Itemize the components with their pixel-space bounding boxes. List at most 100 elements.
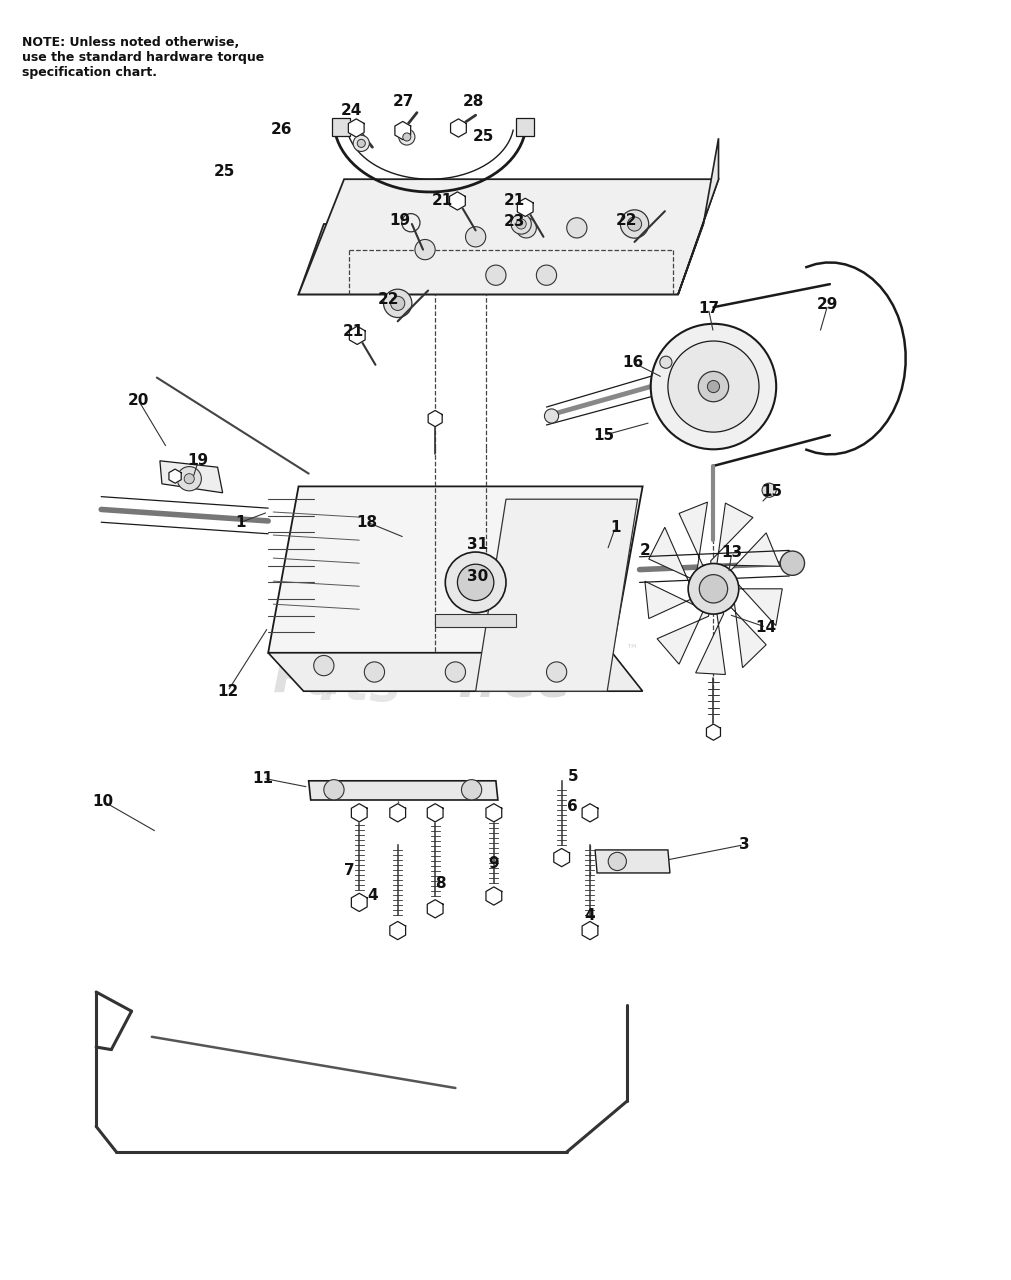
Polygon shape: [485, 804, 501, 822]
Polygon shape: [450, 119, 466, 137]
Polygon shape: [710, 503, 752, 589]
Text: 26: 26: [270, 122, 292, 137]
Circle shape: [516, 218, 536, 238]
Text: 10: 10: [93, 794, 113, 809]
Circle shape: [445, 552, 506, 613]
Polygon shape: [298, 224, 703, 294]
Circle shape: [184, 474, 194, 484]
Polygon shape: [427, 900, 443, 918]
Text: 30: 30: [467, 568, 487, 584]
Polygon shape: [332, 118, 350, 136]
Text: 20: 20: [127, 393, 150, 408]
Text: 27: 27: [392, 93, 415, 109]
Polygon shape: [389, 804, 405, 822]
Circle shape: [390, 296, 404, 311]
Polygon shape: [169, 468, 181, 484]
Text: 14: 14: [755, 620, 775, 635]
Text: 29: 29: [816, 297, 838, 312]
Polygon shape: [656, 589, 713, 664]
Circle shape: [698, 371, 728, 402]
Circle shape: [659, 356, 671, 369]
Text: 18: 18: [357, 515, 377, 530]
Polygon shape: [351, 804, 367, 822]
Polygon shape: [351, 893, 367, 911]
Text: 7: 7: [344, 863, 354, 878]
Text: rts: rts: [318, 659, 401, 710]
Polygon shape: [349, 326, 365, 344]
Circle shape: [699, 575, 727, 603]
Text: 25: 25: [213, 164, 236, 179]
Circle shape: [516, 219, 526, 229]
Text: 6: 6: [567, 799, 577, 814]
Circle shape: [465, 227, 485, 247]
Circle shape: [383, 289, 411, 317]
Text: 31: 31: [467, 536, 487, 552]
Circle shape: [313, 655, 334, 676]
Circle shape: [779, 552, 804, 575]
Text: 8: 8: [435, 876, 445, 891]
Text: 11: 11: [253, 771, 273, 786]
Circle shape: [566, 218, 586, 238]
Polygon shape: [485, 887, 501, 905]
Polygon shape: [517, 198, 533, 216]
Text: 21: 21: [343, 324, 363, 339]
Text: 19: 19: [389, 212, 409, 228]
Circle shape: [627, 216, 641, 232]
Polygon shape: [389, 922, 405, 940]
Circle shape: [511, 214, 531, 234]
Text: 5: 5: [567, 769, 577, 785]
Text: NOTE: Unless noted otherwise,
use the standard hardware torque
specification cha: NOTE: Unless noted otherwise, use the st…: [22, 36, 264, 79]
Polygon shape: [594, 850, 669, 873]
Text: 1: 1: [236, 515, 246, 530]
Text: ™: ™: [625, 644, 637, 657]
Text: 22: 22: [615, 212, 637, 228]
Circle shape: [687, 563, 738, 614]
Polygon shape: [298, 179, 718, 294]
Text: 4: 4: [584, 908, 594, 923]
Circle shape: [485, 265, 506, 285]
Text: 1: 1: [610, 520, 620, 535]
Polygon shape: [268, 486, 642, 653]
Polygon shape: [581, 922, 598, 940]
Polygon shape: [677, 138, 718, 294]
Circle shape: [707, 380, 719, 393]
Text: 28: 28: [462, 93, 484, 109]
Text: Pa: Pa: [273, 653, 344, 704]
Circle shape: [544, 408, 558, 424]
Circle shape: [761, 483, 775, 498]
Circle shape: [650, 324, 775, 449]
Polygon shape: [449, 192, 465, 210]
Circle shape: [364, 662, 384, 682]
Polygon shape: [268, 653, 642, 691]
Polygon shape: [553, 849, 569, 867]
Text: 17: 17: [698, 301, 718, 316]
Circle shape: [357, 140, 365, 147]
Text: 24: 24: [340, 102, 362, 118]
Polygon shape: [427, 804, 443, 822]
Text: 21: 21: [432, 193, 452, 209]
Circle shape: [667, 340, 758, 433]
Text: 9: 9: [488, 856, 498, 872]
Polygon shape: [648, 527, 713, 589]
Polygon shape: [713, 532, 779, 589]
Polygon shape: [644, 581, 713, 618]
Polygon shape: [435, 614, 516, 627]
Circle shape: [415, 239, 435, 260]
Polygon shape: [516, 118, 534, 136]
Polygon shape: [348, 119, 364, 137]
Text: Tree: Tree: [450, 658, 571, 707]
Polygon shape: [394, 122, 410, 140]
Polygon shape: [160, 461, 222, 493]
Text: 19: 19: [188, 453, 208, 468]
Text: 21: 21: [503, 193, 524, 209]
Text: 3: 3: [738, 837, 748, 852]
Circle shape: [546, 662, 566, 682]
Polygon shape: [713, 589, 765, 668]
Circle shape: [608, 852, 626, 870]
Circle shape: [398, 129, 415, 145]
Text: 23: 23: [502, 214, 525, 229]
Text: 13: 13: [721, 545, 741, 561]
Text: 25: 25: [472, 129, 494, 145]
Polygon shape: [308, 781, 497, 800]
Circle shape: [536, 265, 556, 285]
